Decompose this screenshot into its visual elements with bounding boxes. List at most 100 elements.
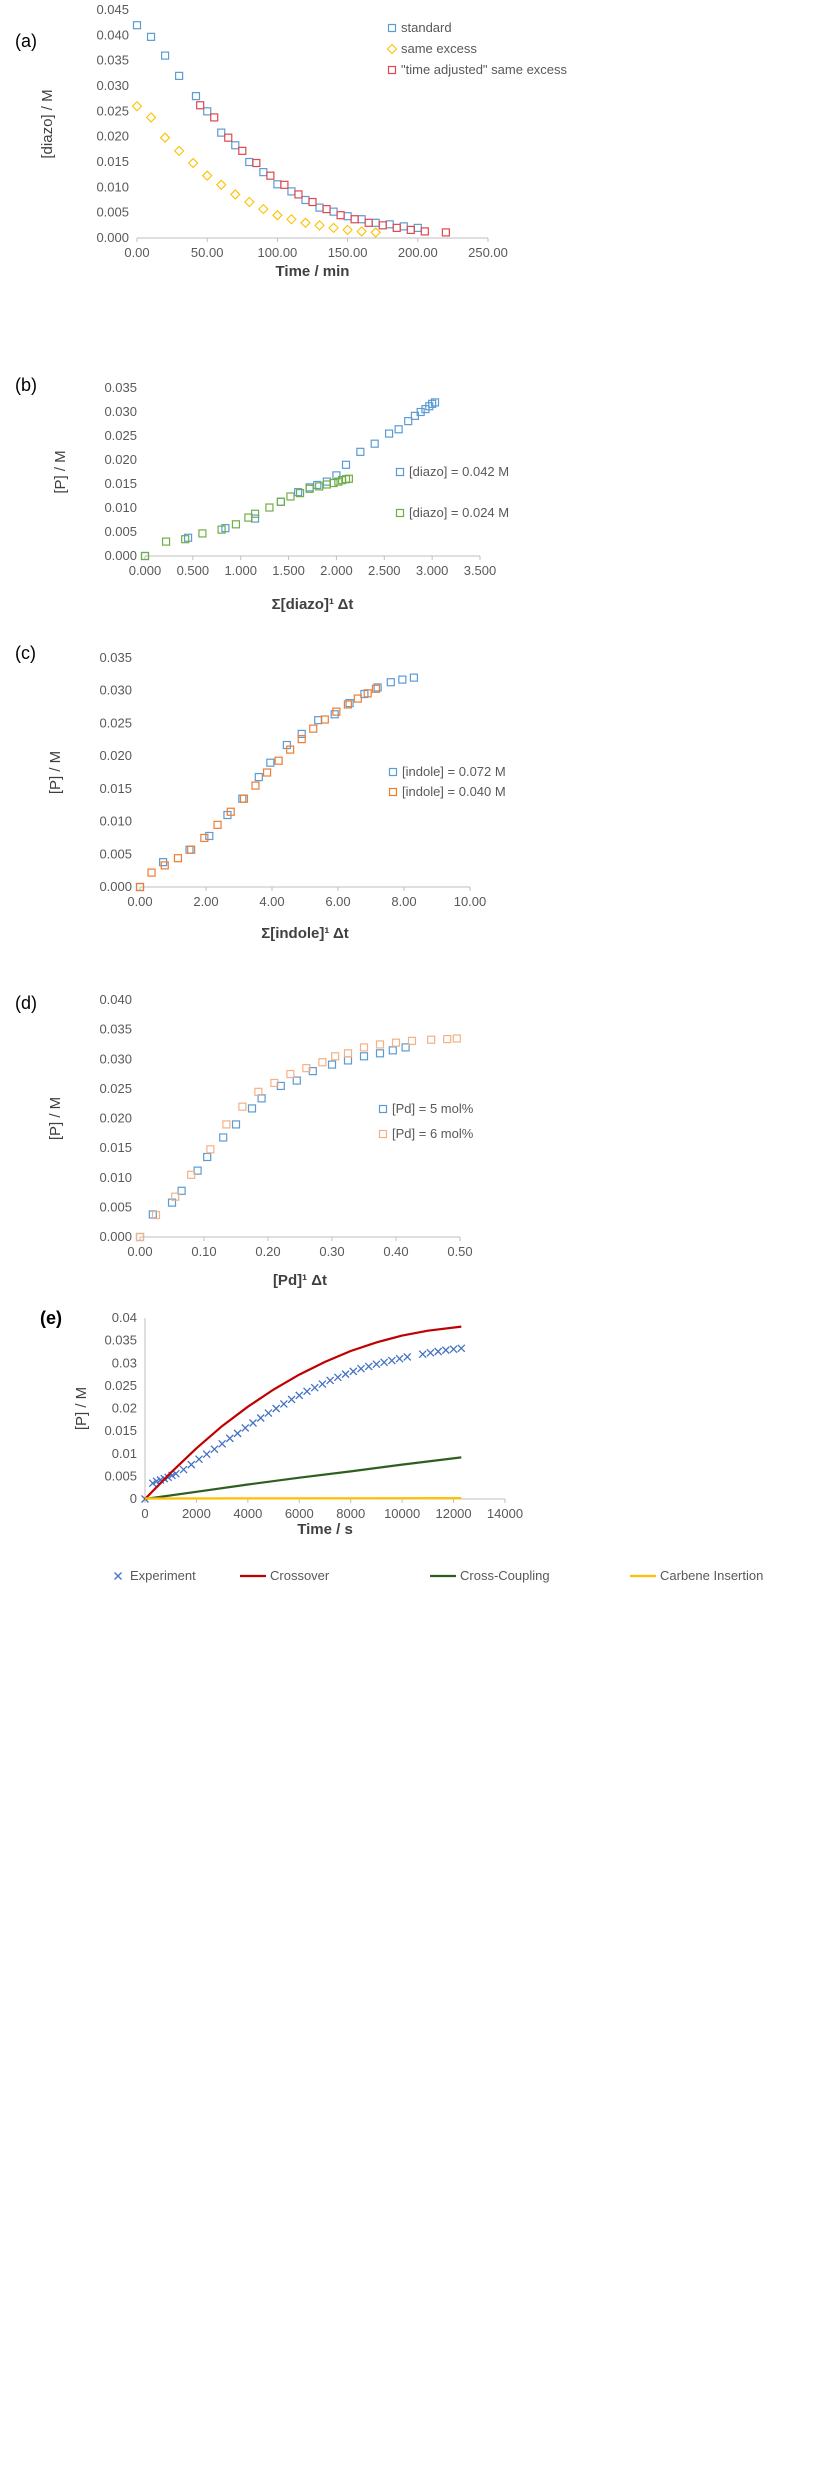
legend-swatch: [378, 1129, 388, 1139]
y-tick-label: 0.010: [96, 179, 129, 194]
legend: Experiment Crossover Cross-Coupling Carbene…: [114, 1568, 763, 1583]
data-point: [399, 222, 408, 231]
legend-swatch: [395, 467, 405, 477]
data-point: [318, 1058, 327, 1067]
x-tick-label: 0.00: [124, 245, 149, 260]
data-point: [426, 1348, 435, 1357]
data-point: [135, 882, 145, 892]
y-tick-label: 0.04: [112, 1310, 137, 1325]
data-point: [233, 1429, 242, 1438]
series-line: [144, 1325, 462, 1500]
y-tick-label: 0.015: [96, 154, 129, 169]
data-point: [387, 1356, 396, 1365]
data-point: [187, 1460, 196, 1469]
data-point: [224, 133, 233, 142]
x-tick-label: 6.00: [325, 894, 350, 909]
data-point: [297, 729, 306, 738]
data-point: [378, 221, 387, 230]
data-point: [401, 1043, 410, 1052]
data-point: [420, 227, 429, 236]
data-point: [394, 425, 403, 434]
data-point: [292, 1076, 301, 1085]
series-1: [135, 673, 418, 892]
panel-label: (b): [15, 375, 37, 395]
y-axis-label: [P] / M: [52, 450, 69, 493]
data-point: [247, 1104, 257, 1113]
data-point: [159, 132, 171, 143]
x-tick-label: 2000: [182, 1506, 211, 1521]
x-tick-label: 250.00: [468, 245, 508, 260]
data-point: [416, 407, 425, 417]
legend-label: Cross-Coupling: [460, 1568, 550, 1583]
x-tick-label: 10.00: [454, 894, 487, 909]
x-axis-label: Σ[diazo]¹ Δt: [272, 596, 354, 613]
data-point: [256, 1414, 265, 1422]
y-tick-label: 0.040: [96, 27, 129, 42]
series-2: [135, 1034, 461, 1242]
x-tick-label: 0.00: [127, 1244, 152, 1259]
data-point: [181, 535, 190, 544]
data-point: [215, 179, 227, 191]
y-tick-label: 0.025: [104, 1378, 137, 1393]
legend-label: "time adjusted" same excess: [401, 62, 568, 77]
y-tick-label: 0.020: [96, 129, 129, 144]
data-point: [320, 715, 329, 724]
data-point: [217, 128, 226, 137]
data-point: [273, 180, 282, 189]
legend: [indole] = 0.072 M [indole] = 0.040 M: [388, 764, 506, 799]
chart-panel-5: (e) 0 0.005 0.01 0.015 0.02 0.025 0.03 0.035 0.04…: [40, 1308, 763, 1583]
y-tick-label: 0.015: [99, 1140, 132, 1155]
data-point: [187, 157, 199, 169]
data-point: [272, 1404, 281, 1413]
data-point: [203, 1152, 212, 1162]
data-point: [343, 1049, 353, 1058]
data-point: [441, 228, 450, 237]
data-point: [297, 735, 306, 744]
data-point: [202, 1450, 211, 1459]
data-point: [345, 699, 354, 708]
legend-label: [diazo] = 0.042 M: [409, 464, 509, 479]
data-point: [151, 1210, 161, 1220]
y-tick-label: 0.01: [112, 1446, 137, 1461]
y-tick-label: 0: [130, 1491, 137, 1506]
legend-label: [diazo] = 0.024 M: [409, 505, 509, 520]
data-point: [274, 756, 283, 765]
data-point: [140, 551, 150, 561]
y-axis-label: [P] / M: [47, 1097, 64, 1140]
data-point: [245, 157, 254, 167]
y-tick-label: 0.010: [99, 1170, 132, 1185]
series-2: [135, 684, 381, 892]
data-point: [286, 213, 297, 225]
y-tick-label: 0.025: [96, 103, 129, 118]
data-point: [249, 1419, 257, 1427]
data-point: [322, 477, 331, 486]
data-point: [294, 488, 303, 497]
series-3: [196, 101, 450, 237]
x-tick-label: 0.500: [177, 563, 210, 578]
data-point: [373, 683, 382, 692]
data-point: [392, 223, 401, 232]
x-tick-label: 150.00: [328, 245, 368, 260]
data-point: [386, 678, 395, 687]
data-point: [266, 171, 275, 180]
legend-swatch: [387, 23, 397, 33]
data-point: [200, 833, 209, 843]
data-point: [270, 1078, 279, 1088]
data-point: [201, 170, 213, 181]
x-tick-label: 0.10: [191, 1244, 216, 1259]
x-tick-label: 6000: [285, 1506, 314, 1521]
legend-label: standard: [401, 20, 452, 35]
data-point: [280, 180, 289, 189]
y-tick-label: 0.005: [104, 1468, 137, 1483]
data-point: [449, 1345, 458, 1354]
panel-label: (a): [15, 31, 37, 51]
data-point: [187, 845, 196, 854]
data-point: [313, 480, 322, 490]
data-point: [356, 447, 365, 456]
y-tick-label: 0.025: [99, 1081, 132, 1096]
y-tick-label: 0.020: [99, 1111, 132, 1126]
data-point: [364, 218, 373, 227]
data-point: [430, 398, 440, 407]
y-tick-label: 0.03: [112, 1355, 137, 1370]
